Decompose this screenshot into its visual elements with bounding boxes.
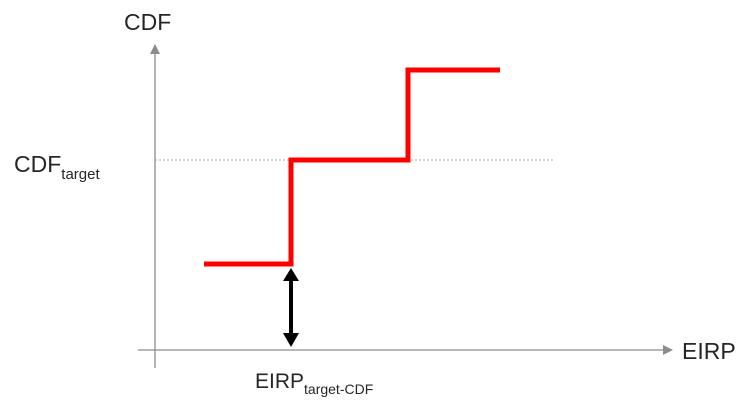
y-axis-label: CDF: [124, 9, 171, 35]
eirp-target-cdf-label: EIRPtarget-CDF: [255, 370, 373, 397]
eirp-target-cdf-label-subscript: target-CDF: [304, 381, 373, 397]
x-axis-label: EIRP: [682, 338, 736, 364]
target-cdf-label: CDFtarget: [14, 151, 100, 183]
target-cdf-label-subscript: target: [61, 166, 100, 183]
step-cdf-curve: [204, 67, 500, 267]
eirp-target-cdf-label-main: EIRP: [255, 370, 304, 393]
target-cdf-label-main: CDF: [14, 151, 61, 177]
eirp-double-arrow: [283, 268, 299, 347]
